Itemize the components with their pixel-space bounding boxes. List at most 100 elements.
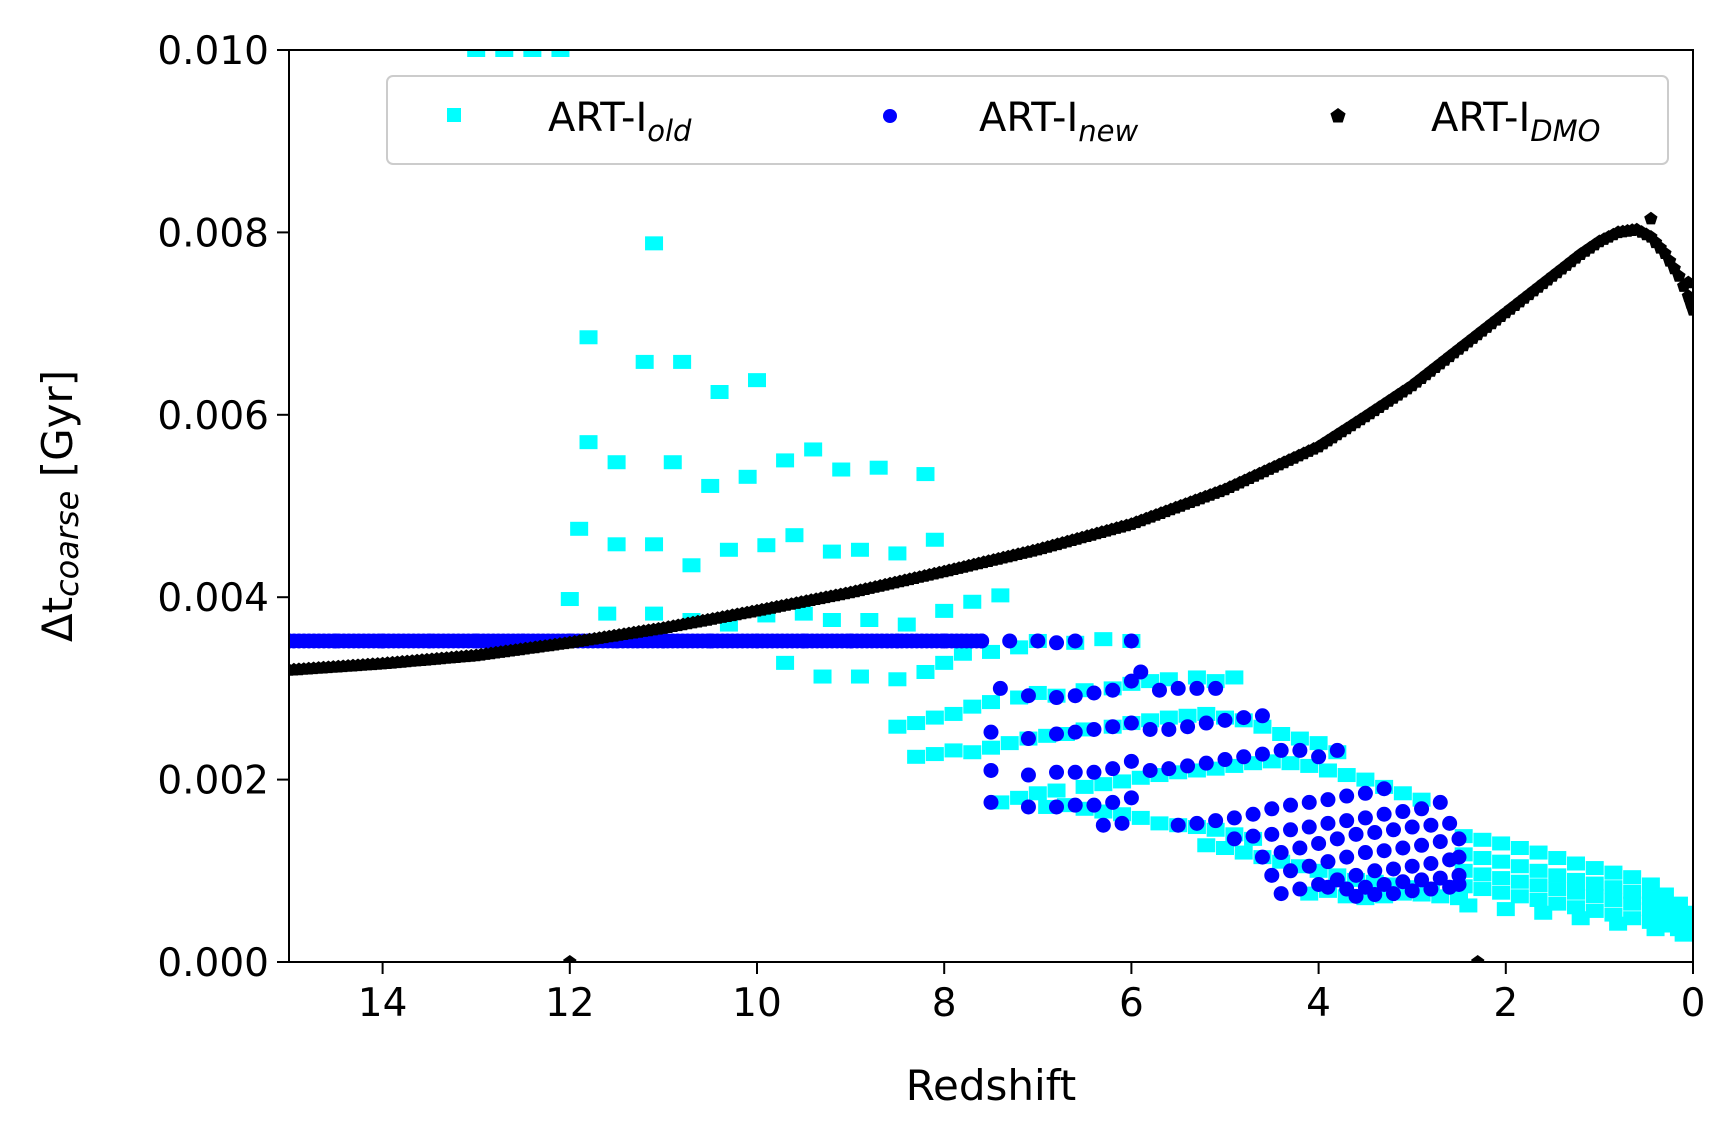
- legend-name-new: ART-I: [979, 95, 1078, 141]
- data-point-new: [1086, 764, 1102, 780]
- data-point-old: [1646, 922, 1665, 937]
- data-point-new: [1020, 767, 1036, 783]
- data-point-new: [1170, 680, 1186, 696]
- data-point-old: [1290, 731, 1309, 746]
- data-point-old: [1225, 670, 1244, 685]
- data-point-new: [1123, 715, 1139, 731]
- data-point-new: [1357, 845, 1373, 861]
- data-point-old: [1548, 882, 1567, 897]
- data-point-old: [963, 594, 982, 609]
- data-point-new: [1432, 794, 1448, 810]
- data-point-old: [1197, 838, 1216, 853]
- data-point-old: [1567, 856, 1585, 871]
- data-point-old: [869, 460, 888, 475]
- data-point-old: [635, 354, 654, 369]
- data-point-old: [495, 50, 514, 57]
- data-point-old: [776, 655, 795, 670]
- y-tick-label: 0.002: [157, 759, 269, 804]
- data-point-new-plateau: [974, 633, 990, 649]
- data-point-old: [1459, 898, 1478, 913]
- data-point-old: [1641, 891, 1660, 906]
- data-point-old: [579, 435, 598, 450]
- data-point-old: [1609, 916, 1628, 931]
- data-point-new: [1245, 828, 1261, 844]
- data-point-new: [1049, 764, 1065, 780]
- data-point-old: [1510, 874, 1529, 889]
- data-point-old: [1510, 889, 1529, 904]
- data-point-new: [1264, 801, 1280, 817]
- data-point-new: [1049, 726, 1065, 742]
- data-point-new: [1376, 876, 1392, 892]
- data-point-old: [1510, 859, 1529, 874]
- x-axis: 14 12 10 8 6 4 2 0: [358, 962, 1705, 1026]
- data-point-old: [1604, 892, 1623, 907]
- data-point-new: [1283, 822, 1299, 838]
- legend-marker-new: [883, 109, 897, 123]
- data-point-new: [1273, 886, 1289, 902]
- data-point-new: [1301, 858, 1317, 874]
- y-axis-title-unit: [Gyr]: [33, 370, 82, 491]
- data-point-new: [1432, 834, 1448, 850]
- data-point-new: [1339, 849, 1355, 865]
- data-point-old: [1393, 786, 1412, 801]
- data-point-old: [1337, 768, 1356, 783]
- data-point-old: [1150, 816, 1169, 831]
- data-point-old: [916, 664, 935, 679]
- data-point-new: [1236, 710, 1252, 726]
- y-tick-label: 0.010: [157, 29, 269, 74]
- data-point-new: [1086, 721, 1102, 737]
- data-point-old: [888, 719, 907, 734]
- data-point-new: [1105, 719, 1121, 735]
- data-point-new: [1414, 837, 1430, 853]
- data-point-old: [822, 544, 841, 559]
- data-point-new: [1329, 831, 1345, 847]
- data-point-old: [1473, 867, 1492, 882]
- data-point-old: [682, 558, 701, 573]
- y-tick-label: 0.000: [157, 941, 269, 986]
- data-point-old: [1585, 861, 1604, 876]
- y-tick-label: 0.006: [157, 394, 269, 439]
- data-point-old: [897, 617, 916, 632]
- data-point-old: [1113, 774, 1132, 789]
- data-point-new: [1170, 817, 1186, 833]
- data-point-old: [1028, 786, 1047, 801]
- data-point-new: [1254, 708, 1270, 724]
- data-point-new: [1320, 879, 1336, 895]
- data-point-old: [1496, 902, 1515, 917]
- data-point-new: [1395, 874, 1411, 890]
- data-point-old: [560, 592, 579, 607]
- data-point-new: [1385, 886, 1401, 902]
- data-point-old: [1492, 885, 1511, 900]
- data-point-new: [1395, 804, 1411, 820]
- data-point-old: [963, 745, 982, 760]
- data-point-new: [1357, 810, 1373, 826]
- data-point-new: [1301, 819, 1317, 835]
- data-point-old: [1178, 708, 1197, 723]
- x-tick-label: 4: [1306, 981, 1331, 1026]
- data-point-dmo-curve: [1672, 269, 1686, 282]
- x-tick-label: 10: [732, 981, 782, 1026]
- data-point-new: [1067, 764, 1083, 780]
- data-point-new: [1123, 753, 1139, 769]
- data-point-old: [645, 537, 664, 552]
- data-point-new: [1451, 849, 1467, 865]
- data-point-old: [570, 521, 589, 536]
- data-point-new: [1320, 815, 1336, 831]
- data-point-new: [1376, 781, 1392, 797]
- data-point-new: [1020, 799, 1036, 815]
- data-point-old: [907, 749, 926, 764]
- data-point-old: [850, 669, 869, 684]
- data-point-old: [925, 747, 944, 762]
- data-point-old: [944, 743, 963, 758]
- x-axis-title: Redshift: [906, 1061, 1076, 1110]
- data-point-old: [1473, 882, 1492, 897]
- data-point-new: [1254, 849, 1270, 865]
- data-point-old: [1548, 896, 1567, 911]
- data-point-old: [1159, 710, 1178, 725]
- data-point-new: [1105, 761, 1121, 777]
- data-point-old: [963, 699, 982, 714]
- y-axis-title-sub: coarse: [48, 491, 86, 597]
- data-point-old: [663, 455, 682, 470]
- data-point-old: [645, 236, 664, 251]
